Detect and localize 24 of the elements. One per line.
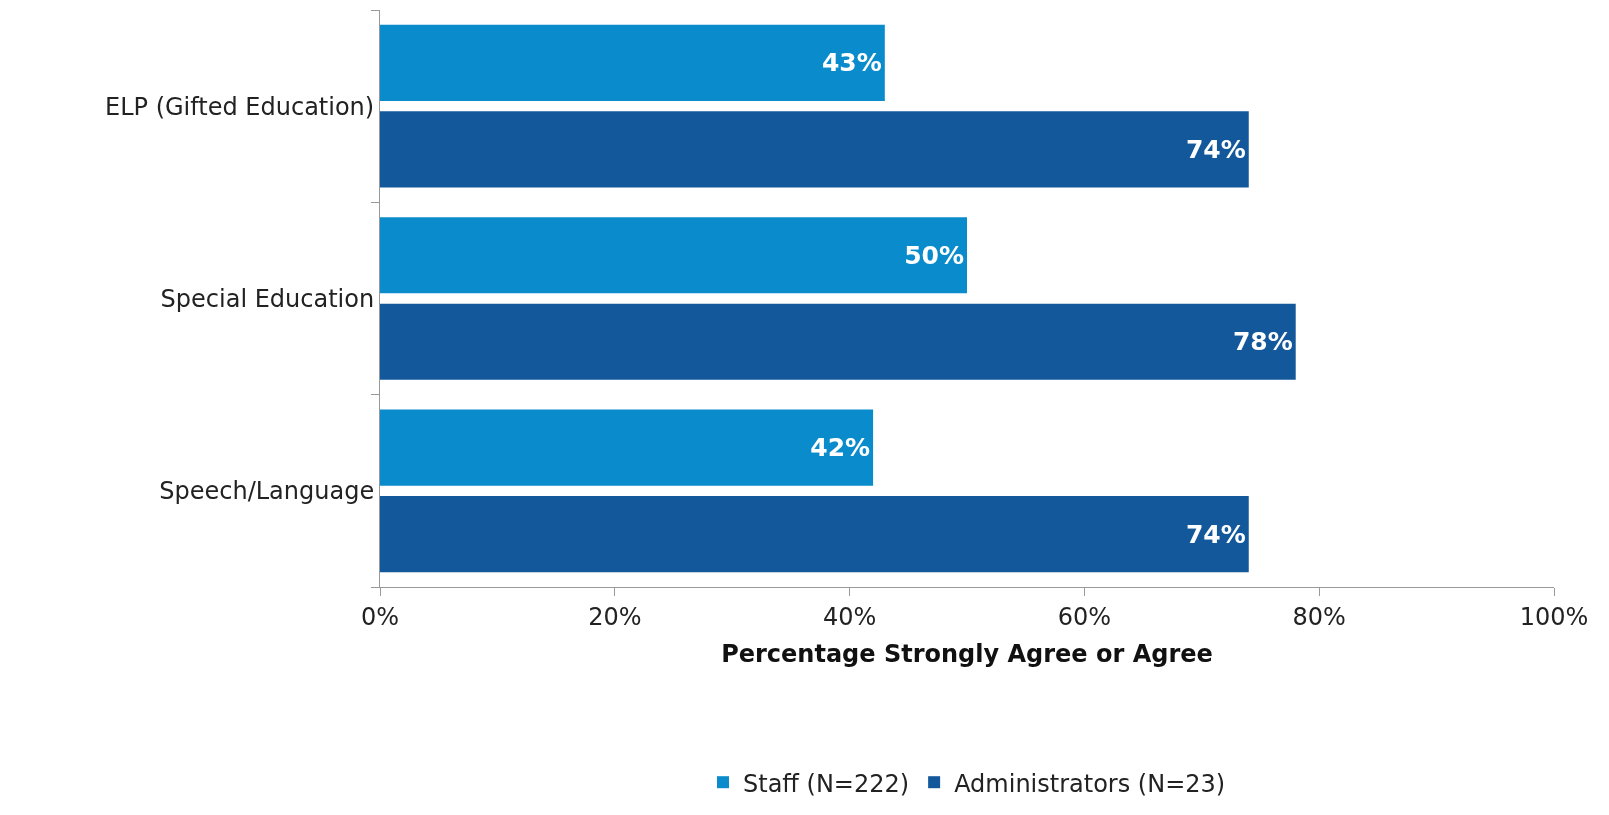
data-label: 74% <box>1185 134 1246 164</box>
bar <box>380 24 885 101</box>
data-label: 78% <box>1232 327 1293 357</box>
x-tick-label: 40% <box>822 602 877 631</box>
bar <box>380 496 1249 573</box>
data-label: 74% <box>1185 519 1246 549</box>
x-tick-label: 0% <box>360 602 400 631</box>
x-tick-label: 100% <box>1519 602 1589 631</box>
bar <box>380 111 1249 188</box>
bar <box>380 409 874 486</box>
legend-label: Staff (N=222) <box>743 769 910 798</box>
bar <box>380 217 967 294</box>
x-axis-title: Percentage Strongly Agree or Agree <box>721 640 1213 669</box>
y-tick-label: Speech/Language <box>159 477 375 506</box>
legend-label: Administrators (N=23) <box>954 769 1226 798</box>
x-tick-label: 20% <box>588 602 642 631</box>
y-tick-label: Special Education <box>160 284 375 313</box>
data-label: 43% <box>821 48 882 78</box>
y-tick-label: ELP (Gifted Education) <box>105 92 375 121</box>
data-label: 50% <box>904 240 964 270</box>
bar <box>380 303 1296 380</box>
x-tick-label: 80% <box>1292 602 1346 631</box>
x-tick-label: 60% <box>1057 602 1112 631</box>
data-label: 42% <box>810 433 871 463</box>
